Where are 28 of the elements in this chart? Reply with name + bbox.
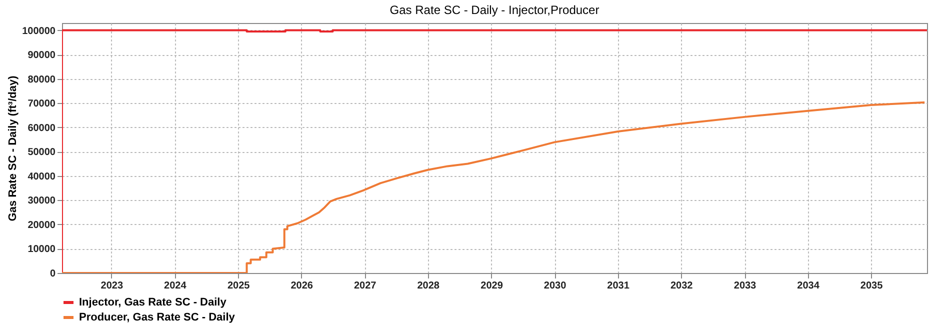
- y-tick-label: 80000: [28, 74, 56, 86]
- x-tick-label: 2024: [164, 280, 187, 292]
- y-tick-label: 60000: [28, 122, 56, 134]
- legend-label: Producer, Gas Rate SC - Daily: [79, 312, 236, 324]
- y-tick-label: 100000: [22, 26, 56, 37]
- x-tick-label: 2035: [860, 280, 884, 292]
- x-tick-label: 2025: [227, 280, 250, 292]
- x-tick-label: 2032: [670, 280, 694, 292]
- y-tick-label: 0: [50, 268, 56, 280]
- x-tick-label: 2029: [480, 280, 504, 292]
- y-axis-title: Gas Rate SC - Daily (ft³/day): [7, 75, 20, 222]
- x-tick-label: 2030: [544, 280, 567, 292]
- y-tick-label: 70000: [28, 98, 56, 110]
- y-tick-label: 90000: [28, 50, 56, 62]
- x-tick-label: 2026: [290, 280, 314, 292]
- y-tick-label: 50000: [28, 147, 56, 158]
- y-tick-label: 10000: [28, 244, 56, 256]
- legend-label: Injector, Gas Rate SC - Daily: [79, 296, 228, 308]
- x-tick-label: 2027: [354, 280, 377, 292]
- chart-title: Gas Rate SC - Daily - Injector,Producer: [390, 3, 600, 17]
- x-tick-label: 2034: [797, 280, 820, 292]
- x-tick-label: 2031: [607, 280, 630, 292]
- x-tick-label: 2023: [100, 280, 124, 292]
- y-tick-label: 30000: [28, 196, 56, 207]
- x-tick-label: 2028: [417, 280, 440, 292]
- y-tick-label: 40000: [28, 171, 56, 182]
- y-tick-label: 20000: [28, 220, 56, 231]
- x-tick-label: 2033: [734, 280, 757, 292]
